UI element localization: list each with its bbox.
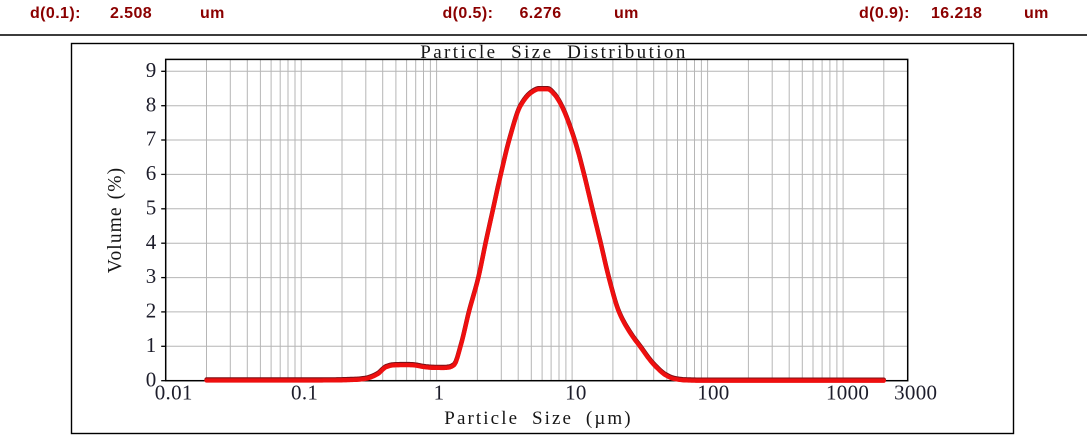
svg-text:4: 4 (146, 230, 157, 254)
svg-text:10: 10 (565, 380, 587, 404)
svg-text:d(0.9):: d(0.9): (859, 5, 910, 22)
svg-text:um: um (1024, 5, 1049, 22)
svg-text:1: 1 (434, 380, 445, 404)
svg-text:d(0.5):: d(0.5): (443, 5, 494, 22)
svg-text:6.276: 6.276 (520, 5, 562, 22)
svg-text:0.01: 0.01 (155, 380, 193, 404)
svg-text:um: um (614, 5, 639, 22)
svg-text:0: 0 (146, 367, 157, 391)
svg-text:6: 6 (146, 161, 157, 185)
svg-text:1000: 1000 (826, 380, 869, 404)
svg-text:2.508: 2.508 (110, 5, 152, 22)
svg-text:100: 100 (697, 380, 729, 404)
svg-text:3: 3 (146, 264, 157, 288)
svg-text:2: 2 (146, 299, 157, 323)
svg-text:Particle Size (µm): Particle Size (µm) (444, 408, 632, 429)
svg-text:d(0.1):: d(0.1): (30, 5, 81, 22)
svg-text:Particle Size Distribution: Particle Size Distribution (420, 42, 687, 63)
svg-text:5: 5 (146, 195, 157, 219)
svg-text:16.218: 16.218 (931, 5, 982, 22)
svg-text:Volume (%): Volume (%) (105, 167, 126, 273)
svg-text:9: 9 (146, 58, 157, 82)
svg-text:3000: 3000 (894, 380, 937, 404)
svg-text:8: 8 (146, 92, 157, 116)
svg-text:um: um (200, 5, 225, 22)
svg-text:7: 7 (146, 127, 157, 151)
svg-text:0.1: 0.1 (291, 380, 318, 404)
svg-text:1: 1 (146, 333, 157, 357)
